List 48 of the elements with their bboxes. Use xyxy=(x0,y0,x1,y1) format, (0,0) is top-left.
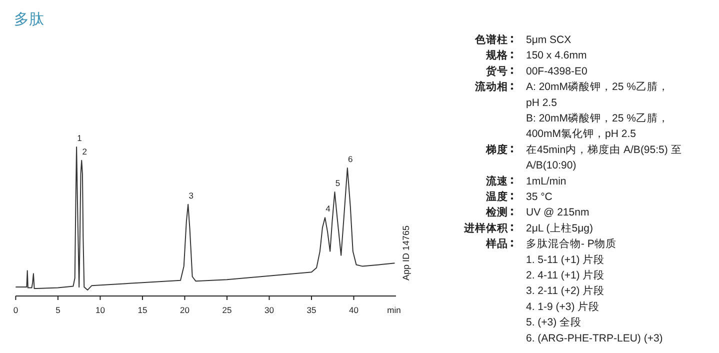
category-label: 流速 xyxy=(485,174,509,188)
x-tick-label: 10 xyxy=(95,305,106,315)
text: 在45min内，梯度由 A/B(95:5) 至 xyxy=(526,142,682,156)
text: 35 °C xyxy=(526,191,553,203)
annotation: 4 xyxy=(326,204,331,214)
chart-title: 多肽 xyxy=(14,11,44,28)
annotation: 1 xyxy=(77,133,82,143)
category-label: 温度 xyxy=(485,190,508,203)
x-tick-label: 20 xyxy=(180,305,190,315)
text: 5. (+3) 全段 xyxy=(526,316,582,329)
annotation: 2 xyxy=(82,146,88,156)
text: 3. 2-11 (+2) 片段 xyxy=(526,284,605,298)
text: 2. 4-11 (+1) 片段 xyxy=(526,268,605,282)
text: 2μL (上柱5μg) xyxy=(526,221,593,234)
x-tick-label: 35 xyxy=(306,305,316,315)
category-label: 梯度 xyxy=(485,142,508,156)
text: B: 20mM磷酸钾，25 %乙腈， xyxy=(526,112,669,124)
annotation: 5 xyxy=(335,178,340,188)
category-label: 流动相 xyxy=(474,80,508,94)
x-tick-label: 40 xyxy=(349,305,359,315)
text: pH 2.5 xyxy=(526,96,558,109)
text: 400mM氯化钾，pH 2.5 xyxy=(526,128,636,140)
annotation: 3 xyxy=(188,190,194,200)
x-axis-title: min xyxy=(387,305,402,315)
text: App ID 14765 xyxy=(401,225,411,281)
text: 1mL/min xyxy=(526,175,566,188)
text: A: 20mM磷酸钾，25 %乙腈， xyxy=(526,80,669,94)
text: A/B(10:90) xyxy=(526,160,576,172)
text: 多肽混合物- P物质 xyxy=(526,237,616,250)
text: 150 x 4.6mm xyxy=(526,50,587,62)
x-tick-label: 25 xyxy=(222,305,232,315)
text: 5μm SCX xyxy=(526,34,572,46)
x-tick-label: 0 xyxy=(13,305,18,315)
x-tick-label: 30 xyxy=(264,305,274,315)
category-label: 检测 xyxy=(485,206,508,219)
text: 6. (ARG-PHE-TRP-LEU) (+3) xyxy=(526,332,663,344)
text: 1. 5-11 (+1) 片段 xyxy=(526,252,605,266)
x-tick-label: 15 xyxy=(138,305,148,315)
category-label: 样品 xyxy=(485,237,508,250)
category-label: 规格 xyxy=(485,48,509,62)
category-label: 进样体积 xyxy=(463,221,509,234)
category-label: 货号 xyxy=(485,64,508,78)
annotation: 6 xyxy=(348,154,354,164)
category-label: 色谱柱 xyxy=(474,33,508,46)
x-tick-label: 5 xyxy=(56,305,61,315)
text: UV @ 215nm xyxy=(526,206,590,219)
text: 4. 1-9 (+3) 片段 xyxy=(526,300,600,313)
text: 00F-4398-E0 xyxy=(526,65,588,78)
